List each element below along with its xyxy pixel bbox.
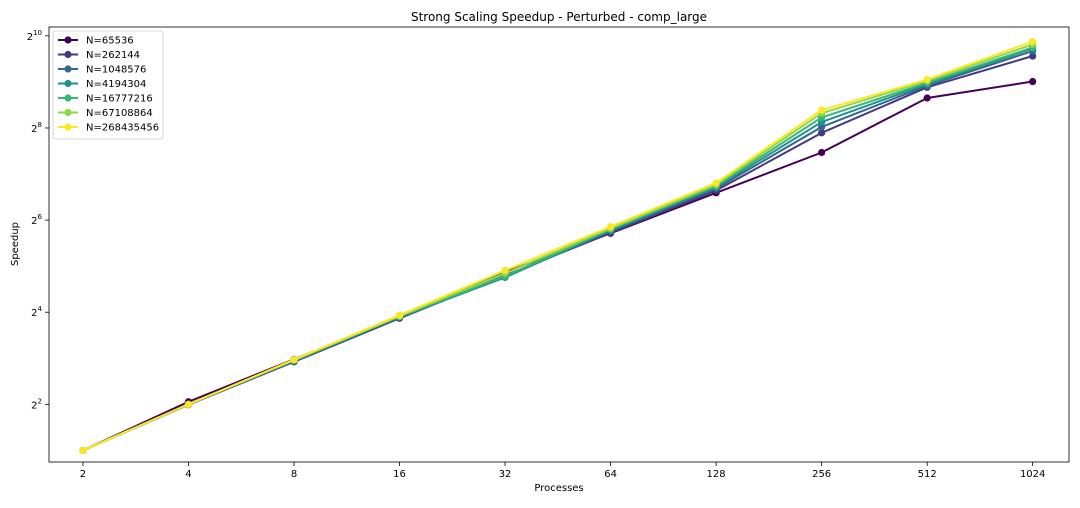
legend-marker: [64, 123, 72, 131]
legend-label: N=16777216: [86, 94, 153, 105]
y-tick-base: 2: [31, 400, 37, 411]
legend-item: N=268435456: [58, 123, 159, 134]
data-point: [395, 311, 404, 319]
x-axis-ticks: 2 4 8 16 32 64 128 256 512 1024: [80, 462, 1045, 480]
legend-item: N=1048576: [58, 65, 146, 76]
x-axis-label: Processes: [534, 483, 583, 494]
chart-title: Strong Scaling Speedup - Perturbed - com…: [411, 10, 707, 24]
legend-label: N=262144: [86, 50, 140, 61]
data-point: [184, 400, 193, 408]
legend-label: N=67108864: [86, 108, 153, 119]
legend: N=65536 N=262144 N=1048576 N=4194304 N=16777…: [52, 30, 164, 140]
y-tick-base: 2: [31, 308, 37, 319]
x-tick-label: 16: [393, 469, 406, 480]
data-point: [1029, 52, 1037, 60]
legend-item: N=67108864: [58, 108, 153, 119]
data-point: [79, 446, 87, 455]
legend-items: N=65536 N=262144 N=1048576 N=4194304 N=16777…: [58, 36, 159, 134]
x-tick-label: 256: [812, 469, 831, 480]
series-line: [81, 40, 1034, 452]
legend-box: [52, 30, 164, 140]
x-tick-label: 512: [918, 469, 937, 480]
x-tick-label: 8: [291, 469, 297, 480]
x-tick-label: 64: [604, 469, 617, 480]
y-tick-exponent: 8: [38, 121, 42, 129]
data-point: [606, 223, 615, 231]
y-tick-label: 22: [31, 397, 42, 411]
data-point: [290, 355, 298, 364]
series-line: [81, 80, 1034, 452]
legend-item: N=16777216: [58, 94, 153, 105]
legend-marker: [64, 79, 72, 88]
y-tick-base: 2: [31, 124, 37, 135]
legend-marker: [64, 65, 72, 73]
y-tick-base: 2: [27, 32, 33, 43]
legend-label: N=4194304: [86, 79, 146, 90]
y-tick-base: 2: [31, 216, 37, 227]
data-point: [818, 129, 826, 137]
data-point: [712, 179, 720, 187]
y-tick-label: 24: [31, 305, 42, 319]
x-tick-label: 2: [80, 469, 86, 480]
legend-label: N=1048576: [86, 65, 146, 76]
data-point: [818, 123, 826, 131]
x-tick-label: 4: [185, 469, 191, 480]
legend-marker: [64, 50, 72, 59]
y-tick-label: 28: [31, 121, 42, 135]
series-n-65536: [79, 77, 1037, 455]
data-point: [1029, 77, 1037, 86]
data-point: [923, 76, 931, 84]
y-tick-label: 210: [27, 29, 42, 43]
legend-marker: [64, 94, 72, 102]
legend-item: N=262144: [58, 50, 140, 61]
legend-label: N=268435456: [86, 123, 159, 134]
x-tick-label: 1024: [1020, 469, 1045, 480]
data-point: [1029, 37, 1037, 46]
y-tick-exponent: 2: [38, 397, 42, 405]
y-axis-label: Speedup: [10, 222, 21, 266]
series-layer: [79, 37, 1037, 455]
legend-marker: [64, 36, 72, 44]
y-tick-exponent: 4: [38, 305, 43, 313]
y-tick-exponent: 10: [33, 29, 42, 37]
data-point: [818, 148, 826, 157]
data-point: [818, 106, 826, 114]
x-tick-label: 32: [499, 469, 512, 480]
data-point: [501, 266, 509, 275]
series-n-268435456: [79, 37, 1037, 455]
data-point: [923, 94, 931, 102]
legend-marker: [64, 108, 72, 117]
legend-item: N=4194304: [58, 79, 146, 90]
y-tick-exponent: 6: [38, 213, 43, 221]
x-tick-label: 128: [707, 469, 726, 480]
legend-item: N=65536: [58, 36, 134, 47]
plot-area-frame: [48, 26, 1070, 463]
y-tick-label: 26: [31, 213, 42, 227]
legend-label: N=65536: [86, 36, 134, 47]
